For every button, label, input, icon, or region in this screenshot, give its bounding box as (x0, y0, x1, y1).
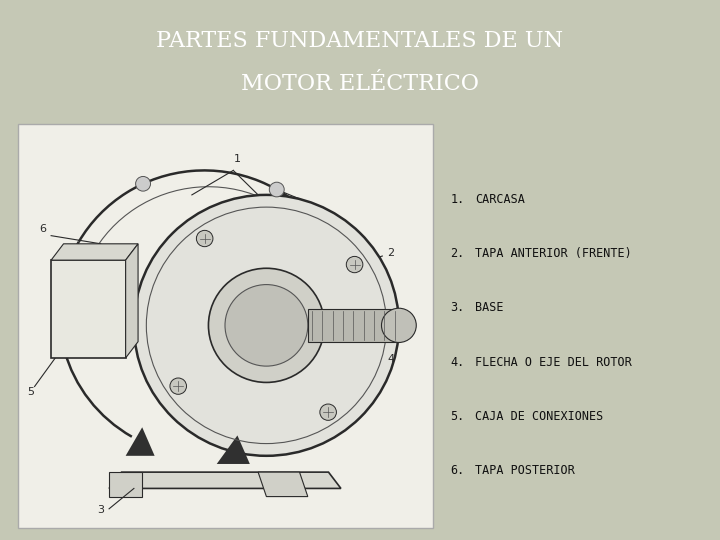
Text: 1.: 1. (450, 193, 464, 206)
Text: TAPA ANTERIOR (FRENTE): TAPA ANTERIOR (FRENTE) (475, 247, 632, 260)
Circle shape (320, 404, 336, 420)
Text: 4: 4 (387, 354, 394, 364)
Circle shape (197, 231, 213, 247)
Text: 3.: 3. (450, 301, 464, 314)
Text: FLECHA O EJE DEL ROTOR: FLECHA O EJE DEL ROTOR (475, 356, 632, 369)
Text: 3: 3 (97, 505, 104, 515)
Circle shape (134, 195, 399, 456)
Circle shape (269, 182, 284, 197)
FancyBboxPatch shape (18, 124, 433, 528)
Circle shape (382, 308, 416, 342)
Polygon shape (109, 472, 142, 497)
Circle shape (170, 378, 186, 394)
Circle shape (135, 177, 150, 191)
Circle shape (209, 268, 324, 382)
Polygon shape (51, 244, 138, 260)
Text: 5: 5 (27, 387, 34, 397)
Polygon shape (125, 244, 138, 358)
Text: 2.: 2. (450, 247, 464, 260)
Polygon shape (109, 472, 341, 488)
Polygon shape (125, 427, 155, 456)
Text: 6: 6 (40, 224, 46, 234)
Text: 6.: 6. (450, 464, 464, 477)
Circle shape (225, 285, 307, 366)
Text: CAJA DE CONEXIONES: CAJA DE CONEXIONES (475, 410, 603, 423)
Bar (51, 260, 125, 358)
Text: 5.: 5. (450, 410, 464, 423)
Circle shape (346, 256, 363, 273)
Polygon shape (217, 435, 250, 464)
Text: CARCASA: CARCASA (475, 193, 525, 206)
Text: 1: 1 (234, 154, 241, 164)
Text: MOTOR ELÉCTRICO: MOTOR ELÉCTRICO (241, 72, 479, 94)
Bar (307, 309, 399, 342)
Text: TAPA POSTERIOR: TAPA POSTERIOR (475, 464, 575, 477)
Text: BASE: BASE (475, 301, 504, 314)
Polygon shape (258, 472, 307, 497)
Text: 2: 2 (387, 248, 394, 258)
Text: PARTES FUNDAMENTALES DE UN: PARTES FUNDAMENTALES DE UN (156, 30, 564, 52)
Text: 4.: 4. (450, 356, 464, 369)
